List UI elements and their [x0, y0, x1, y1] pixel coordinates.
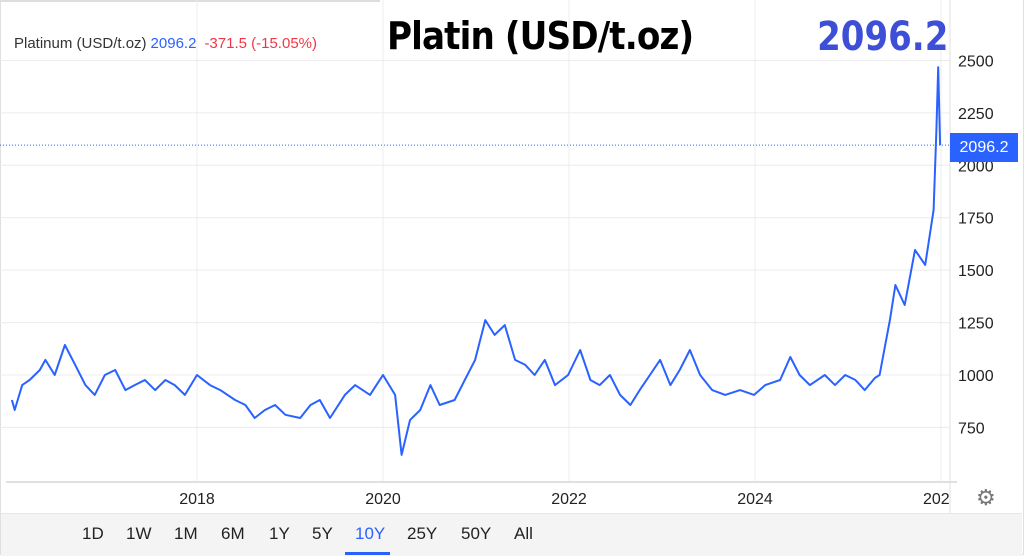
price-series-line	[10, 66, 942, 456]
y-tick-label: 2250	[958, 106, 994, 123]
overlay-price: 2096.2	[816, 14, 948, 60]
range-button-1y[interactable]: 1Y	[269, 524, 290, 543]
y-tick-label: 750	[958, 420, 985, 437]
x-tick-label: 202	[923, 491, 950, 508]
top-divider	[0, 0, 380, 2]
range-button-5y[interactable]: 5Y	[312, 524, 333, 543]
last-price-tag: 2096.2	[950, 133, 1018, 162]
chart-legend: Platinum (USD/t.oz) 2096.2 -371.5 (-15.05%…	[14, 35, 317, 52]
x-tick-label: 2020	[365, 491, 401, 508]
range-button-1m[interactable]: 1M	[174, 524, 198, 543]
overlay-title: Platin (USD/t.oz)	[387, 14, 694, 58]
y-tick-label: 1500	[958, 263, 994, 280]
active-range-indicator	[345, 552, 390, 555]
x-tick-label: 2018	[179, 491, 215, 508]
range-button-all[interactable]: All	[514, 524, 533, 543]
legend-change: -371.5 (-15.05%)	[204, 35, 317, 52]
legend-symbol-name: Platinum (USD/t.oz)	[14, 35, 147, 52]
x-tick-label: 2022	[551, 491, 587, 508]
time-range-bar: 1D 1W 1M 6M 1Y 5Y 10Y 25Y 50Y All	[1, 513, 1022, 556]
y-tick-label: 1750	[958, 211, 994, 228]
y-tick-label: 1250	[958, 316, 994, 333]
y-tick-label: 2500	[958, 53, 994, 70]
x-tick-label: 2024	[737, 491, 773, 508]
range-button-10y[interactable]: 10Y	[355, 524, 386, 543]
gear-icon[interactable]: ⚙	[976, 485, 996, 510]
y-tick-label: 1000	[958, 368, 994, 385]
range-button-25y[interactable]: 25Y	[407, 524, 438, 543]
range-button-6m[interactable]: 6M	[221, 524, 245, 543]
range-button-1w[interactable]: 1W	[126, 524, 152, 543]
legend-last-value: 2096.2	[150, 35, 197, 52]
y-tick-label: 2000	[958, 158, 994, 175]
range-button-50y[interactable]: 50Y	[461, 524, 492, 543]
range-button-1d[interactable]: 1D	[82, 524, 104, 543]
